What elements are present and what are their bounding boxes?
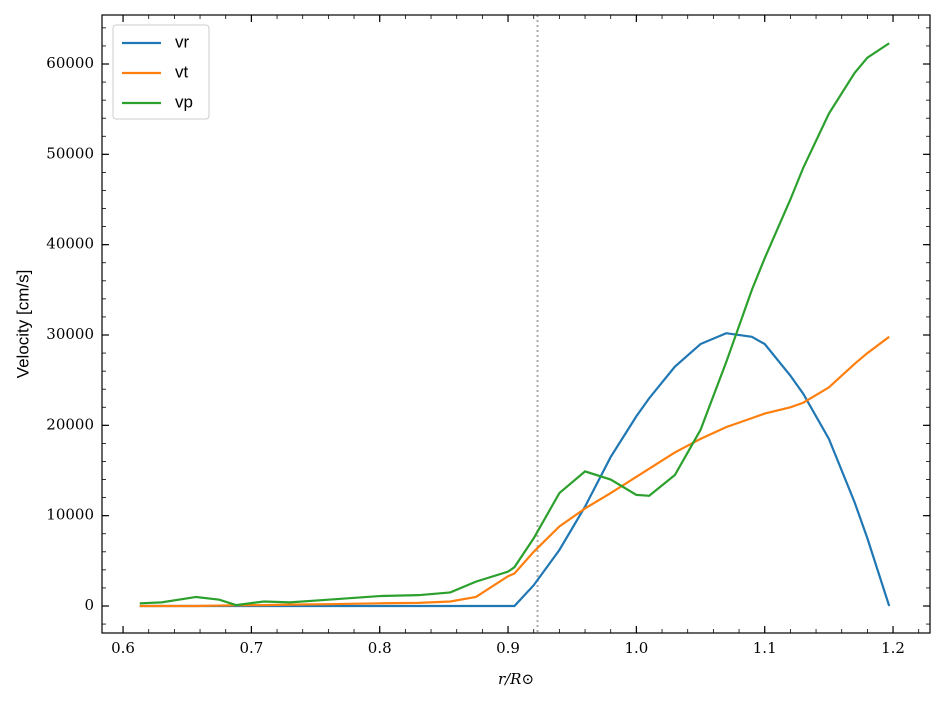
line-series [139,335,890,608]
x-tick-label: 0.6 [111,639,135,657]
x-tick-label: 0.9 [496,639,520,657]
y-tick-label: 10000 [46,506,94,524]
x-tick-label: 1.2 [881,639,905,657]
y-tick-label: 0 [84,596,94,614]
x-tick-label: 0.7 [239,639,263,657]
x-tick-label: 1.0 [624,639,648,657]
x-tick-label: 0.8 [368,639,392,657]
x-axis-label: r/R⊙ [498,670,534,688]
y-tick-label: 60000 [46,54,94,72]
y-tick-label: 20000 [46,415,94,433]
legend-label: vt [175,62,189,81]
legend-label: vr [175,32,190,51]
line-series [139,42,890,607]
y-tick-label: 50000 [46,144,94,162]
plot-frame [101,14,931,634]
y-axis-label: Velocity [cm/s] [13,270,32,379]
line-series [139,332,891,608]
x-tick-label: 1.1 [753,639,777,657]
y-tick-label: 30000 [46,325,94,343]
legend-label: vp [175,92,193,111]
y-tick-label: 40000 [46,235,94,253]
